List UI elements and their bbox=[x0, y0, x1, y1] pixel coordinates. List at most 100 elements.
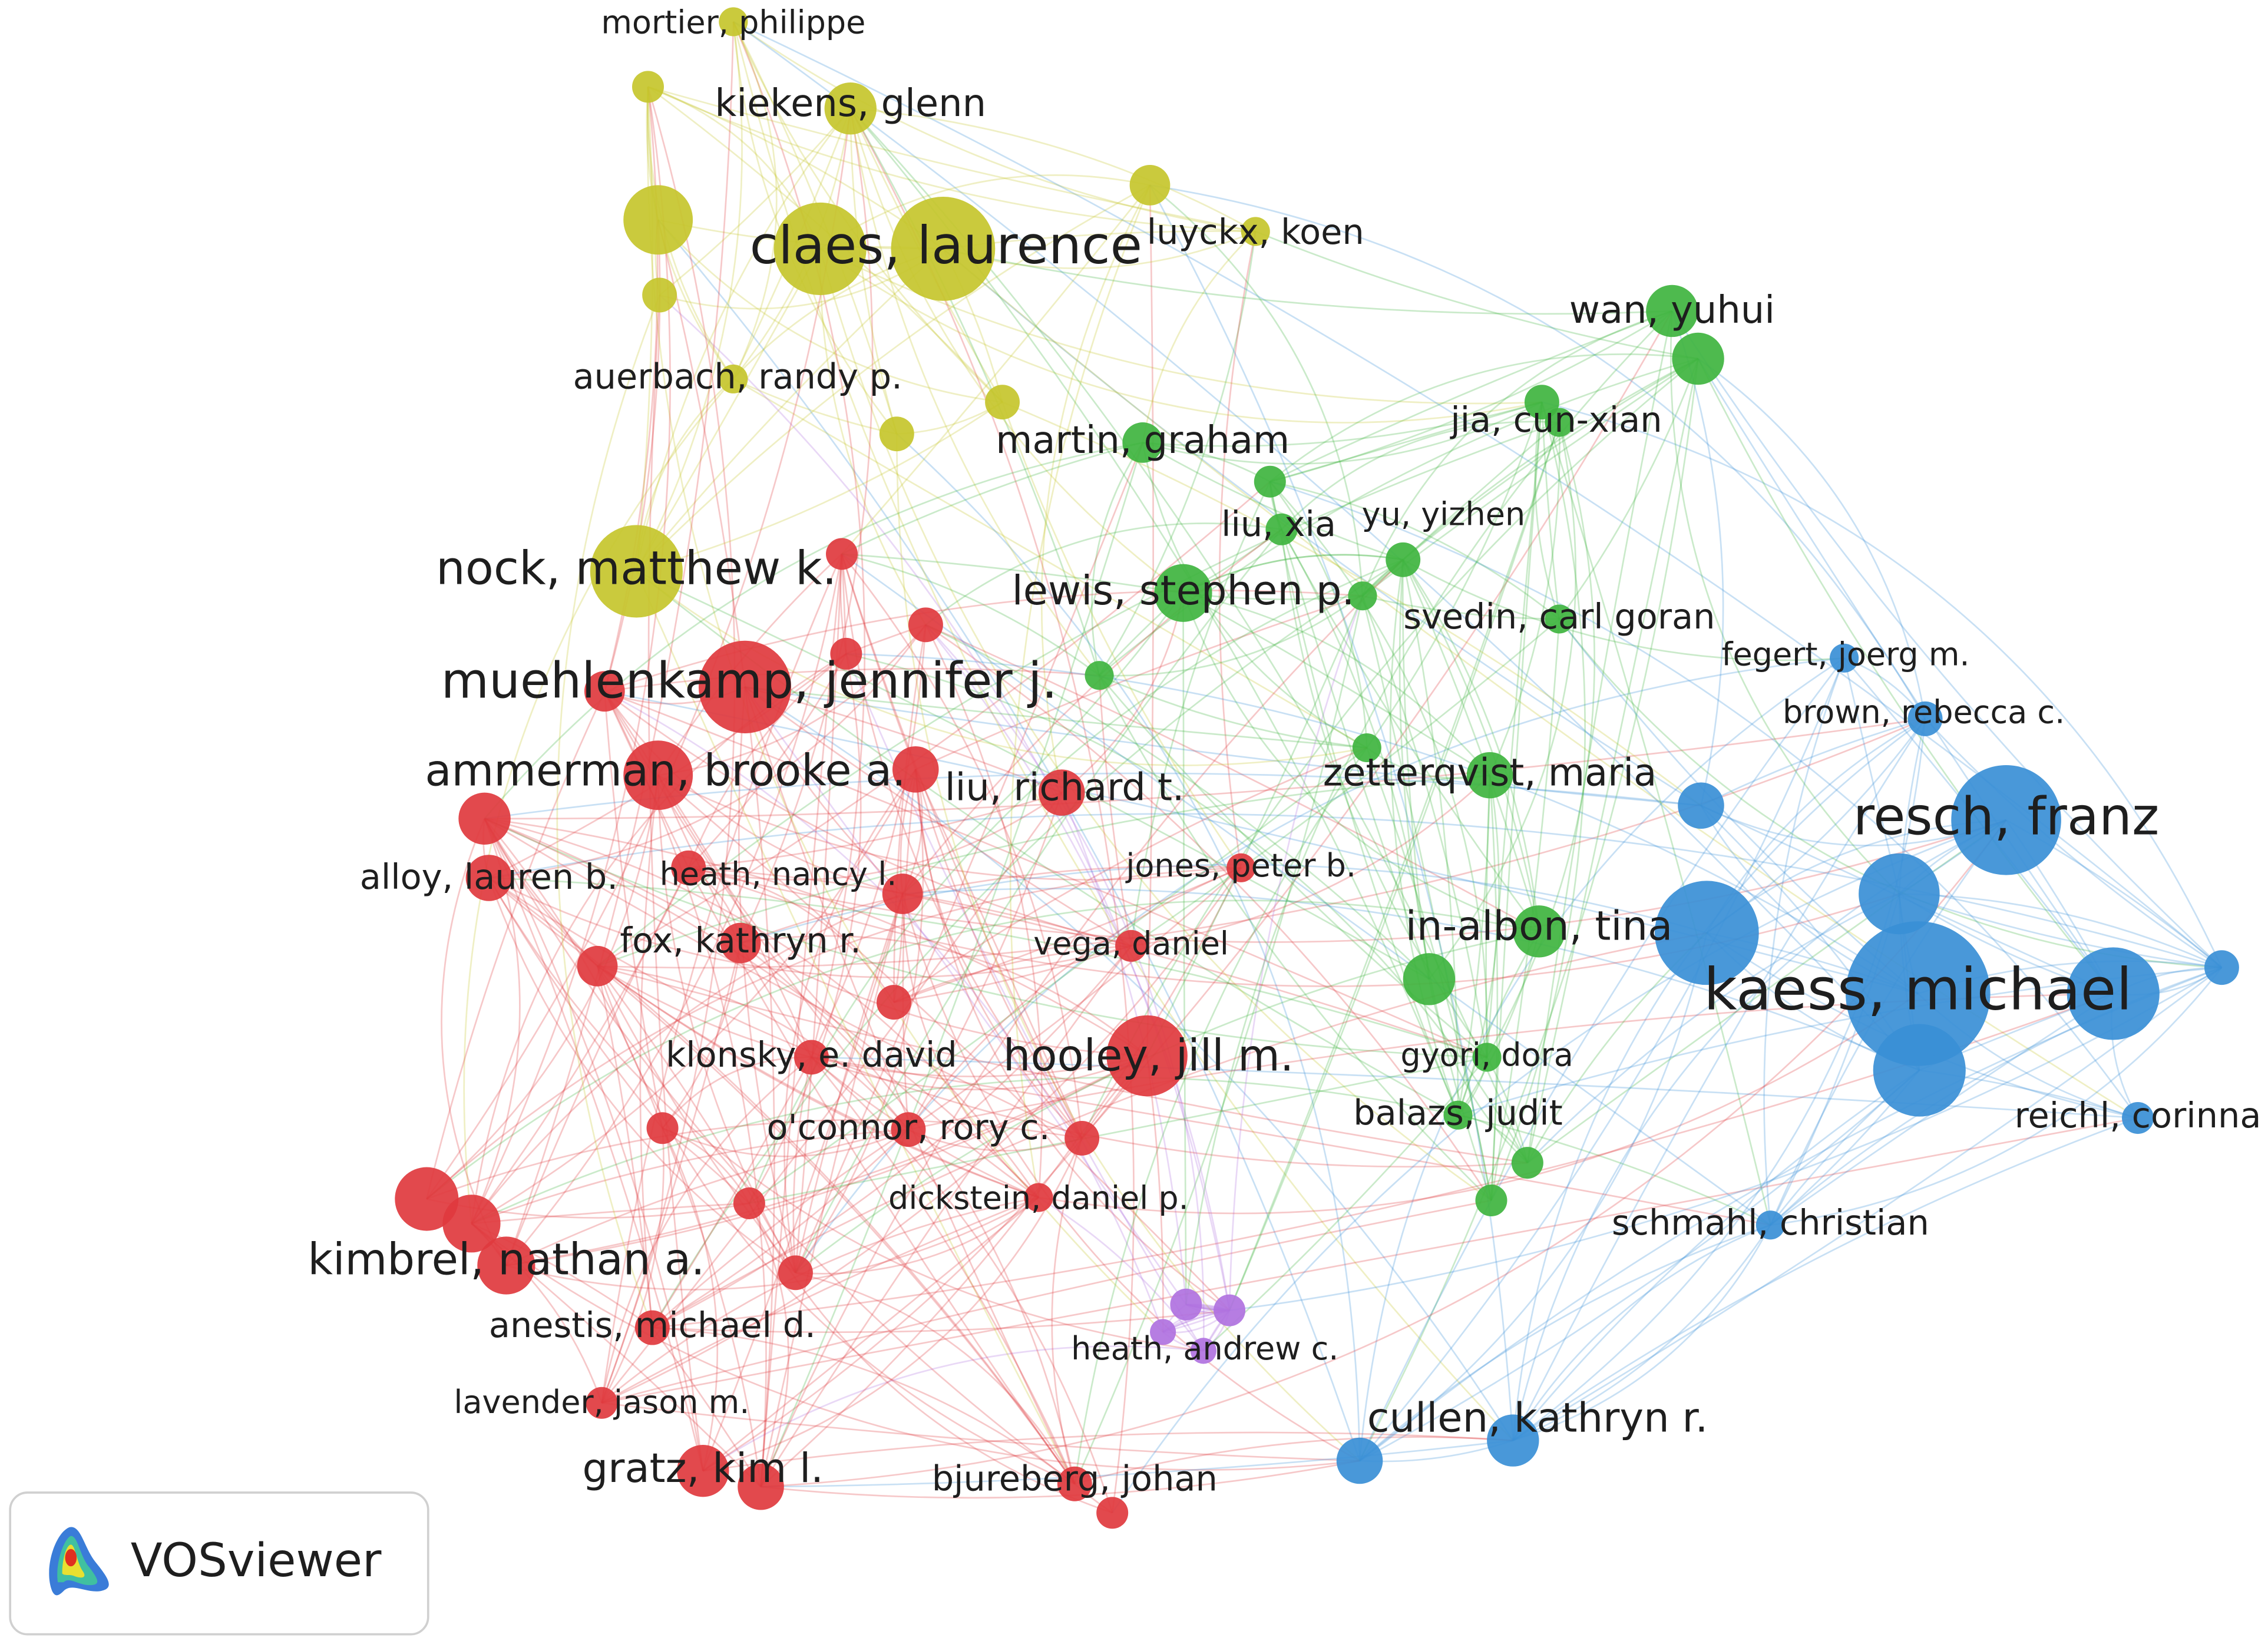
edge bbox=[749, 747, 1368, 1205]
edge bbox=[1925, 718, 2223, 968]
edge bbox=[1281, 529, 1540, 932]
edge bbox=[1361, 595, 1488, 1058]
labels: mortier, philippe kiekens, glenn claes, la… bbox=[308, 4, 2261, 1498]
node bbox=[719, 364, 748, 393]
edge bbox=[506, 1055, 1148, 1266]
node bbox=[891, 1112, 926, 1147]
edge bbox=[925, 522, 1282, 626]
edge bbox=[1269, 481, 1560, 620]
edge bbox=[652, 1326, 1076, 1485]
edge bbox=[841, 554, 1083, 1139]
node bbox=[1064, 1120, 1100, 1156]
edge bbox=[902, 893, 1487, 1058]
node bbox=[985, 385, 1020, 420]
edge bbox=[849, 108, 1184, 594]
edge bbox=[652, 1129, 909, 1329]
edge bbox=[1402, 560, 1459, 1116]
edge bbox=[652, 1129, 909, 1329]
edge bbox=[1142, 401, 1542, 447]
edge bbox=[471, 1129, 909, 1225]
node bbox=[632, 71, 664, 103]
edge bbox=[1700, 718, 1926, 806]
edge bbox=[925, 624, 1540, 932]
edge bbox=[849, 108, 1100, 676]
edge bbox=[1542, 401, 2223, 968]
edge bbox=[1512, 718, 1926, 1441]
edge bbox=[1534, 402, 1561, 620]
edge bbox=[1359, 1224, 1771, 1462]
edge bbox=[688, 866, 895, 1003]
edge bbox=[488, 877, 1204, 1352]
node bbox=[1336, 1437, 1383, 1484]
edge bbox=[902, 888, 1920, 1071]
edge bbox=[505, 867, 689, 1266]
node bbox=[1846, 921, 1991, 1066]
node bbox=[1348, 581, 1377, 611]
node bbox=[2204, 950, 2239, 985]
edge bbox=[1512, 1225, 1771, 1441]
edge bbox=[1526, 893, 1900, 1164]
edge bbox=[471, 1076, 1459, 1225]
edge bbox=[647, 295, 704, 1471]
edge bbox=[702, 894, 904, 1471]
edge bbox=[740, 865, 1241, 944]
edge bbox=[688, 792, 1063, 881]
edge bbox=[1366, 402, 1543, 749]
edge bbox=[597, 965, 1528, 1164]
edge bbox=[662, 942, 742, 1129]
edge bbox=[687, 653, 847, 869]
edge bbox=[1130, 618, 1560, 947]
edge bbox=[1358, 657, 1845, 1461]
node-label: ammerman, brooke a. bbox=[425, 746, 905, 796]
edge bbox=[1486, 422, 1595, 1058]
edge bbox=[426, 866, 1241, 1200]
edge bbox=[505, 554, 843, 1266]
node bbox=[634, 1310, 670, 1345]
edge bbox=[471, 867, 689, 1225]
node bbox=[1214, 1294, 1246, 1326]
edge bbox=[1218, 231, 1257, 868]
edge bbox=[1512, 1117, 2138, 1441]
edge bbox=[915, 769, 1083, 1139]
node-label: jones, peter b. bbox=[1125, 847, 1356, 884]
edge bbox=[1457, 775, 1491, 1116]
edge bbox=[1228, 422, 1561, 1311]
edge bbox=[1457, 1114, 1771, 1226]
node bbox=[1545, 604, 1574, 634]
node bbox=[677, 1444, 729, 1497]
edge bbox=[908, 1129, 1083, 1152]
node bbox=[826, 538, 858, 570]
edge bbox=[636, 570, 1430, 980]
edge bbox=[811, 1056, 1771, 1226]
edge bbox=[1002, 401, 1702, 806]
edge bbox=[744, 686, 1076, 1484]
edge bbox=[647, 86, 1256, 233]
edge bbox=[639, 775, 659, 1328]
edge bbox=[488, 813, 2222, 969]
node bbox=[882, 874, 923, 914]
edge bbox=[506, 1196, 1039, 1291]
edge bbox=[659, 108, 851, 296]
edge bbox=[471, 87, 671, 1224]
edge bbox=[761, 1460, 1360, 1499]
edge bbox=[702, 1345, 1204, 1472]
edge bbox=[1763, 657, 1845, 1225]
node bbox=[719, 7, 748, 37]
edge bbox=[914, 769, 1083, 1139]
edge bbox=[738, 687, 796, 1273]
node-label: reichl, corinna bbox=[2015, 1095, 2262, 1136]
edge bbox=[1899, 893, 2222, 968]
edge bbox=[505, 1129, 909, 1266]
edge bbox=[596, 965, 796, 1273]
edge bbox=[688, 792, 1062, 869]
edge bbox=[601, 553, 843, 1403]
edge bbox=[744, 686, 1514, 1441]
node bbox=[1170, 1288, 1202, 1321]
node bbox=[1057, 1466, 1092, 1501]
edge bbox=[1526, 358, 1699, 1163]
node-label: hooley, jill m. bbox=[1003, 1031, 1294, 1081]
edge bbox=[488, 878, 796, 1273]
node-label: muehlenkamp, jennifer j. bbox=[441, 652, 1057, 709]
edge bbox=[604, 667, 1100, 693]
